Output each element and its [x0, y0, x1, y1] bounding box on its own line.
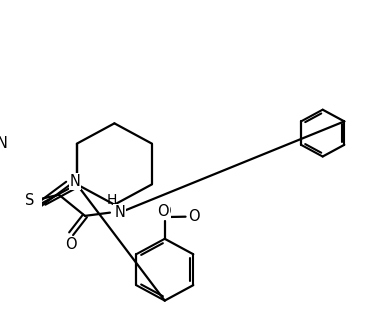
Text: H: H [107, 193, 117, 207]
Text: N: N [114, 205, 125, 220]
Text: N: N [70, 174, 81, 189]
Text: O: O [65, 237, 77, 252]
Text: O: O [188, 209, 200, 224]
Text: S: S [25, 193, 34, 208]
Text: N: N [0, 136, 7, 151]
Text: O: O [157, 204, 169, 219]
Text: O: O [159, 204, 170, 219]
